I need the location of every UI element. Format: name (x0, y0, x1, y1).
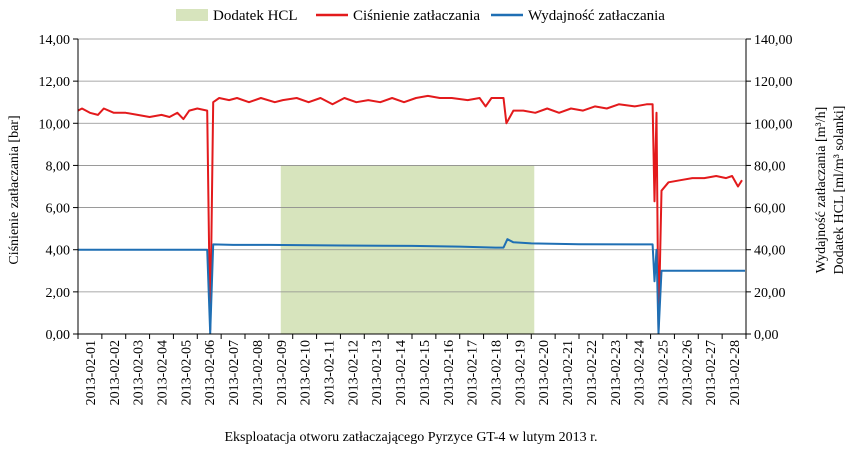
y-left-tick-label: 2,00 (46, 286, 71, 301)
x-tick-label: 2013-02-22 (585, 340, 600, 405)
legend: Dodatek HCL Ciśnienie zatłaczania Wydajnoś… (176, 8, 665, 24)
y-left-tick-label: 4,00 (46, 244, 71, 259)
y-axis-left-title: Ciśnienie zatłaczania [bar] (7, 115, 22, 264)
y-left-tick-label: 0,00 (46, 328, 71, 343)
y-left-tick-label: 14,00 (39, 33, 71, 48)
x-tick-label: 2013-02-03 (132, 340, 147, 405)
x-tick-label: 2013-02-19 (513, 340, 528, 405)
x-axis-title: Eksploatacja otworu zatłaczającego Pyrzy… (224, 430, 597, 445)
x-tick-label: 2013-02-21 (561, 340, 576, 405)
x-tick-label: 2013-02-23 (609, 340, 624, 405)
x-tick-label: 2013-02-01 (84, 340, 99, 405)
legend-swatch-hcl (176, 9, 208, 21)
y-axis-right-title-line1: Wydajność zatłaczania [m³/h] (814, 107, 829, 274)
x-tick-label: 2013-02-17 (466, 340, 481, 405)
x-tick-label: 2013-02-20 (537, 340, 552, 405)
x-tick-label: 2013-02-09 (275, 340, 290, 405)
x-tick-label: 2013-02-06 (203, 340, 218, 405)
x-tick-label: 2013-02-07 (227, 340, 242, 405)
x-tick-label: 2013-02-28 (728, 340, 743, 405)
y-left-tick-label: 10,00 (39, 117, 71, 132)
series-layer (77, 94, 745, 335)
legend-label: Wydajność zatłaczania (528, 8, 665, 24)
y-right-tick-label: 140,00 (754, 33, 793, 48)
y-left-tick-label: 12,00 (39, 75, 71, 90)
x-tick-label: 2013-02-18 (490, 340, 505, 405)
x-tick-label: 2013-02-05 (179, 340, 194, 405)
y-right-tick-label: 40,00 (754, 244, 786, 259)
x-tick-label: 2013-02-04 (156, 340, 171, 405)
x-tick-label: 2013-02-27 (704, 340, 719, 405)
x-tick-label: 2013-02-11 (323, 340, 338, 405)
axes (73, 38, 751, 339)
tick-labels: 0,00 0,00 2,00 20,00 4,00 40,00 6,00 60,00 8,00 8… (39, 33, 793, 405)
x-tick-label: 2013-02-10 (299, 340, 314, 405)
series-line-flow (78, 238, 745, 335)
x-tick-label: 2013-02-25 (657, 340, 672, 405)
y-left-tick-label: 8,00 (46, 159, 71, 174)
x-tick-label: 2013-02-08 (251, 340, 266, 405)
x-tick-label: 2013-02-16 (442, 340, 457, 405)
series-line-pressure (77, 94, 743, 333)
x-tick-label: 2013-02-14 (394, 340, 409, 405)
x-tick-label: 2013-02-15 (418, 340, 433, 405)
x-tick-label: 2013-02-02 (108, 340, 123, 405)
y-right-tick-label: 80,00 (754, 159, 786, 174)
y-right-tick-label: 60,00 (754, 202, 786, 217)
y-right-tick-label: 120,00 (754, 75, 793, 90)
y-axis-right-title-line2: Dodatek HCL [ml/m³ solanki] (832, 106, 847, 275)
x-tick-label: 2013-02-13 (370, 340, 385, 405)
x-tick-label: 2013-02-24 (633, 340, 648, 405)
legend-label: Ciśnienie zatłaczania (353, 8, 480, 24)
legend-label: Dodatek HCL (213, 8, 298, 24)
y-right-tick-label: 100,00 (754, 117, 793, 132)
y-right-tick-label: 20,00 (754, 286, 786, 301)
x-tick-label: 2013-02-12 (346, 340, 361, 405)
x-tick-label: 2013-02-26 (680, 340, 695, 405)
y-left-tick-label: 6,00 (46, 202, 71, 217)
y-right-tick-label: 0,00 (754, 328, 779, 343)
